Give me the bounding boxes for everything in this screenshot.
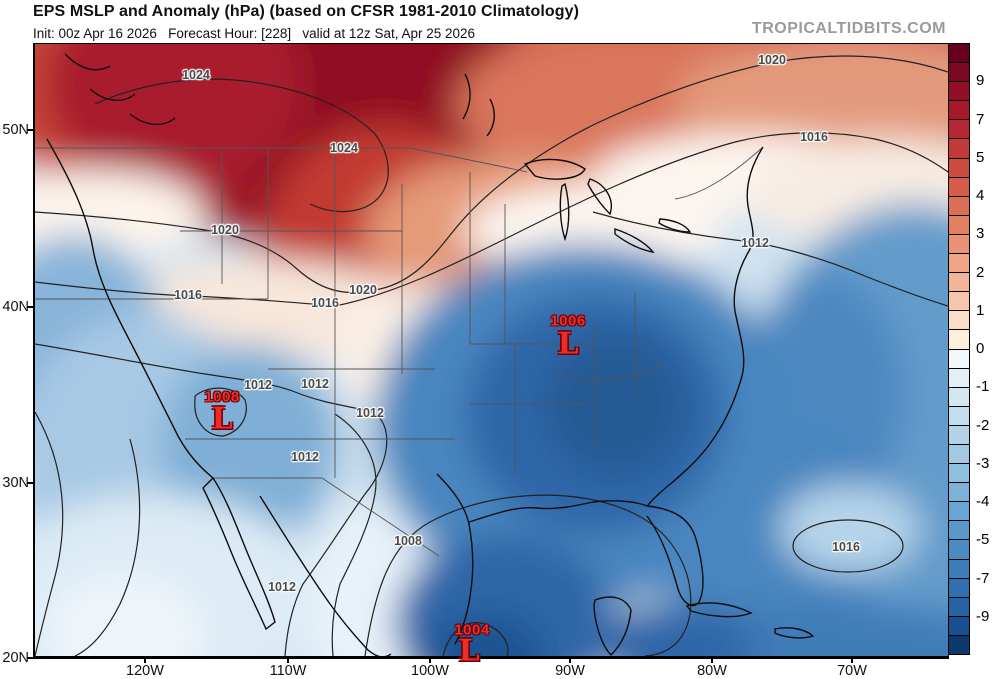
colorbar-ticks: 9 7 5 4 3 2 1 0 -1 -2 -3 -4 -5 -7 -9 — [976, 43, 1000, 655]
colorbar-cell — [949, 311, 969, 331]
colorbar-tick-label: 2 — [976, 263, 985, 281]
colorbar-tick-label: 1 — [976, 301, 985, 319]
colorbar-cell — [949, 387, 969, 407]
colorbar-cell — [949, 177, 969, 197]
colorbar-tick-label: 3 — [976, 225, 985, 243]
latitude-label: 30N — [2, 475, 29, 491]
colorbar-cell — [949, 158, 969, 178]
anomaly-field-svg — [35, 44, 948, 656]
colorbar-cell — [949, 215, 969, 235]
latitude-label: 40N — [2, 299, 29, 315]
colorbar-tick-label: 0 — [976, 340, 985, 357]
page-title: EPS MSLP and Anomaly (hPa) (based on CFS… — [33, 3, 580, 20]
colorbar-tick-label: -5 — [976, 531, 990, 549]
longitude-label: 70W — [837, 663, 867, 679]
longitude-label: 90W — [555, 663, 585, 679]
colorbar-cell — [949, 63, 969, 83]
colorbar-cell — [949, 273, 969, 293]
colorbar-cell — [949, 254, 969, 274]
colorbar-cell — [949, 502, 969, 522]
colorbar-tick-label: 4 — [976, 187, 985, 204]
colorbar-tick-label: -4 — [976, 493, 990, 510]
latitude-label: 20N — [2, 650, 29, 666]
colorbar-cell — [949, 196, 969, 216]
colorbar-cell — [949, 444, 969, 465]
colorbar-cell — [949, 635, 969, 654]
longitude-label: 80W — [697, 663, 727, 679]
colorbar-tick-label: -7 — [976, 569, 990, 587]
colorbar-cell — [949, 330, 969, 350]
colorbar-tick-label: 7 — [976, 110, 985, 128]
colorbar-tick-label: 5 — [976, 148, 985, 166]
isobar-contours — [35, 55, 948, 656]
colorbar-cell — [949, 483, 969, 503]
latitude-label: 50N — [2, 122, 29, 138]
site-watermark: TROPICALTIDBITS.COM — [751, 20, 946, 37]
anomaly-shading — [35, 44, 948, 656]
colorbar-tick-label: -9 — [976, 607, 990, 625]
longitude-label: 110W — [269, 663, 307, 679]
colorbar-cell — [949, 368, 969, 388]
colorbar-cell — [949, 559, 969, 579]
colorbar-cell — [949, 521, 969, 541]
colorbar-cell — [949, 616, 969, 636]
colorbar-cell — [949, 540, 969, 560]
init-forecast-line: Init: 00z Apr 16 2026 Forecast Hour: [22… — [33, 26, 476, 41]
colorbar-cell — [949, 101, 969, 121]
colorbar-cell — [949, 120, 969, 140]
colorbar-cell — [949, 425, 969, 445]
colorbar-cell — [949, 234, 969, 255]
colorbar-cell — [949, 464, 969, 484]
colorbar-cell — [949, 292, 969, 312]
longitude-label: 120W — [126, 663, 164, 679]
colorbar-cell — [949, 349, 969, 369]
colorbar — [948, 43, 970, 655]
colorbar-tick-label: -2 — [976, 416, 990, 434]
longitude-label: 100W — [411, 663, 449, 679]
colorbar-cell — [949, 578, 969, 598]
colorbar-tick-label: 9 — [976, 72, 985, 90]
political-borders — [35, 146, 764, 557]
colorbar-cell — [949, 597, 969, 617]
colorbar-tick-label: -1 — [976, 378, 990, 396]
colorbar-cell — [949, 139, 969, 159]
colorbar-cell — [949, 406, 969, 426]
colorbar-tick-label: -3 — [976, 454, 990, 472]
map-area — [33, 43, 949, 659]
colorbar-cell — [949, 82, 969, 102]
coastlines — [46, 53, 815, 656]
colorbar-cell — [949, 44, 969, 64]
